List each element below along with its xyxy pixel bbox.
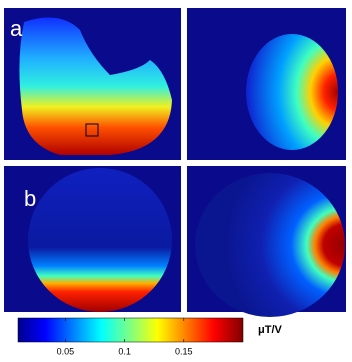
panel-label: b	[24, 186, 36, 211]
tick-label: 0.05	[57, 346, 75, 356]
heatmap-b-left	[28, 168, 172, 312]
tick-label: 0.15	[175, 346, 193, 356]
panel-label: a	[10, 16, 23, 41]
colorbar-label: μT/V	[258, 324, 283, 336]
tick-label: 0.1	[118, 346, 131, 356]
heatmap-a-right	[246, 34, 338, 150]
heatmap-b-right	[195, 173, 345, 317]
colorbar	[18, 318, 243, 342]
figure: a b μT/V 0.05 0.1 0.15	[0, 0, 352, 362]
